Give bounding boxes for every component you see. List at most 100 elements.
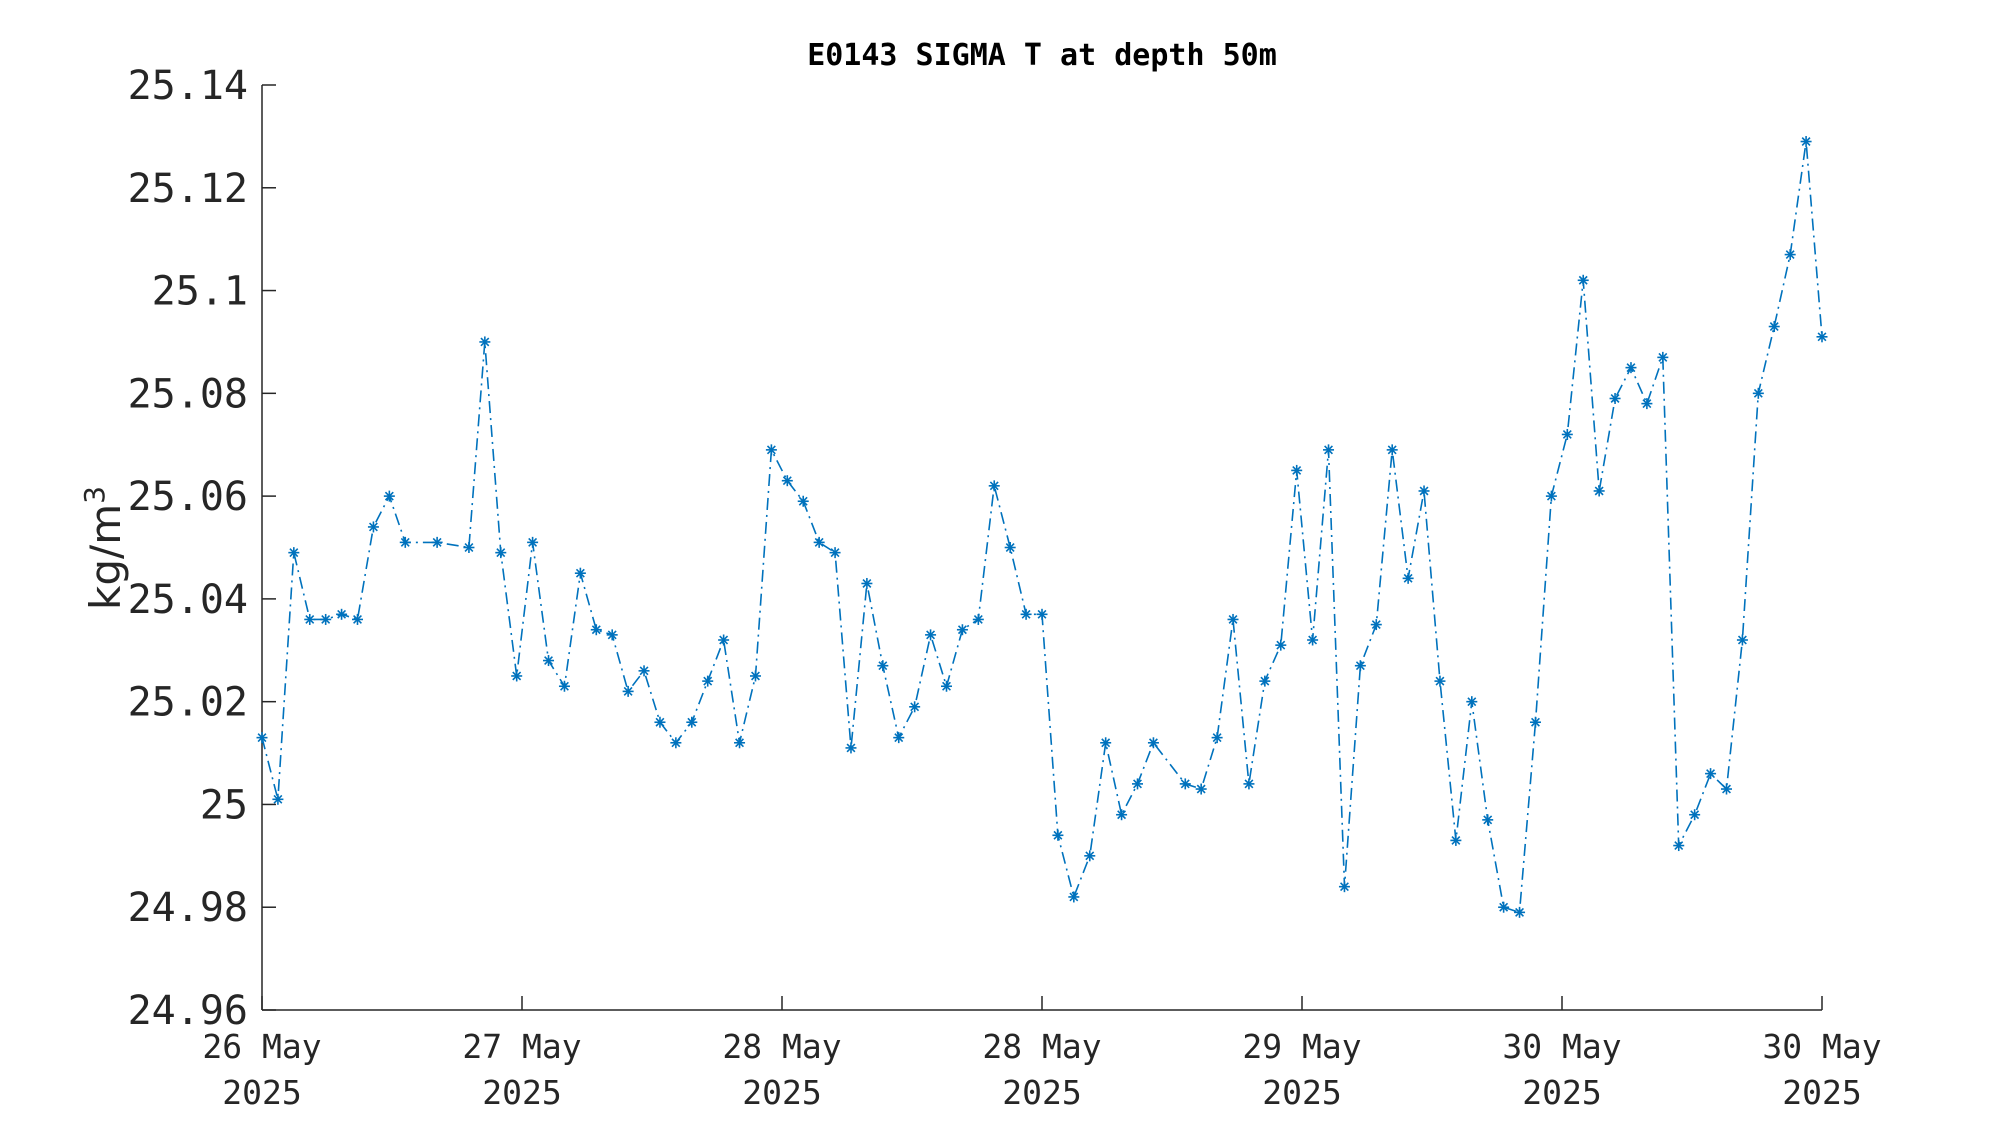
data-point <box>1195 783 1207 795</box>
x-tick-label: 28 May 2025 <box>722 1027 841 1112</box>
x-tick-label-line: 29 May <box>1242 1027 1361 1066</box>
data-point <box>1004 542 1016 553</box>
x-tick-label-line: 2025 <box>1782 1073 1861 1112</box>
data-point <box>1211 732 1223 744</box>
data-point <box>1418 485 1430 497</box>
x-tick-label: 30 May 2025 <box>1502 1027 1621 1112</box>
data-point <box>861 577 873 589</box>
data-point <box>829 547 841 559</box>
data-point <box>543 655 555 667</box>
data-point <box>511 670 523 682</box>
data-point <box>1354 660 1366 672</box>
data-point <box>320 613 332 625</box>
x-tick-label-line: 2025 <box>1522 1073 1601 1112</box>
data-point <box>1147 737 1159 749</box>
series-line <box>261 141 1823 914</box>
y-tick-label: 25.06 <box>128 474 248 520</box>
data-point <box>1259 675 1271 687</box>
x-tick-label-line: 30 May <box>1762 1027 1881 1066</box>
data-point <box>909 701 921 713</box>
data-point <box>1084 850 1096 862</box>
data-point <box>1291 464 1303 476</box>
data-point <box>1609 392 1621 404</box>
data-point <box>1020 608 1032 620</box>
x-tick-label-line: 28 May <box>982 1027 1101 1066</box>
data-point <box>925 629 937 641</box>
data-point <box>1768 321 1780 333</box>
y-axis: 24.96 24.98 25 25.02 25.04 25.06 25.08 25.1 25.1… <box>128 63 276 1034</box>
data-point <box>1131 778 1143 790</box>
x-ticks: 26 May 2025 27 May 2025 28 May 2025 28 May 2025… <box>202 996 1882 1112</box>
chart-title: E0143 SIGMA T at depth 50m <box>807 38 1277 73</box>
data-point <box>431 536 443 548</box>
data-point <box>479 336 491 348</box>
data-point <box>527 536 539 548</box>
data-point <box>1179 778 1191 790</box>
data-point <box>765 444 777 456</box>
data-point <box>638 665 650 677</box>
data-point <box>1243 778 1255 790</box>
data-point <box>1705 768 1717 780</box>
data-point <box>1529 716 1541 728</box>
data-point <box>590 624 602 636</box>
y-tick-label: 25.02 <box>128 680 248 726</box>
data-point <box>1514 906 1526 918</box>
plot-area <box>256 136 1828 918</box>
y-ticks: 24.96 24.98 25 25.02 25.04 25.06 25.08 25.1 25.1… <box>128 63 276 1034</box>
data-point <box>1498 901 1510 913</box>
data-point <box>463 542 475 553</box>
x-tick-label-line: 2025 <box>1262 1073 1341 1112</box>
data-point <box>1673 840 1685 852</box>
data-point <box>749 670 761 682</box>
data-point <box>956 624 968 636</box>
data-point <box>1052 829 1064 841</box>
y-axis-label-exponent: 3 <box>78 486 111 504</box>
data-point <box>1784 249 1796 261</box>
x-axis: 26 May 2025 27 May 2025 28 May 2025 28 May 2025… <box>202 996 1882 1112</box>
data-point <box>1338 881 1350 893</box>
x-tick-label-line: 28 May <box>722 1027 841 1066</box>
data-point <box>256 732 268 744</box>
x-tick-label-line: 2025 <box>222 1073 301 1112</box>
data-point <box>1036 608 1048 620</box>
data-point <box>1466 696 1478 708</box>
data-point <box>1689 809 1701 821</box>
x-tick-label-line: 2025 <box>1002 1073 1081 1112</box>
data-point <box>1721 783 1733 795</box>
data-point <box>813 536 825 548</box>
data-point <box>351 613 363 625</box>
data-point <box>718 634 730 646</box>
x-tick-label: 27 May 2025 <box>462 1027 581 1112</box>
data-point <box>1482 814 1494 826</box>
x-tick-label-line: 30 May <box>1502 1027 1621 1066</box>
data-point <box>288 547 300 559</box>
data-point <box>845 742 857 754</box>
data-point <box>574 567 586 579</box>
y-tick-label: 25.12 <box>128 166 248 212</box>
data-point <box>367 521 379 533</box>
data-point <box>1752 387 1764 399</box>
data-point <box>399 536 411 548</box>
data-point <box>1402 572 1414 584</box>
y-tick-label: 25.08 <box>128 371 248 417</box>
data-point <box>1657 351 1669 363</box>
x-tick-label: 28 May 2025 <box>982 1027 1101 1112</box>
data-point <box>941 680 953 692</box>
y-axis-label: kg/m3 <box>78 486 131 610</box>
data-point <box>304 613 316 625</box>
data-point <box>1323 444 1335 456</box>
data-point <box>702 675 714 687</box>
data-point <box>1593 485 1605 497</box>
data-point <box>1068 891 1080 903</box>
data-point <box>1116 809 1128 821</box>
data-point <box>383 490 395 502</box>
y-axis-label-unit: kg/m <box>81 504 130 610</box>
data-point <box>988 480 1000 492</box>
data-point <box>272 793 284 805</box>
data-point <box>797 495 809 507</box>
data-point <box>670 737 682 749</box>
data-point <box>893 732 905 744</box>
data-point <box>1816 331 1828 343</box>
y-tick-label: 24.96 <box>128 988 248 1034</box>
y-tick-label: 24.98 <box>128 885 248 931</box>
